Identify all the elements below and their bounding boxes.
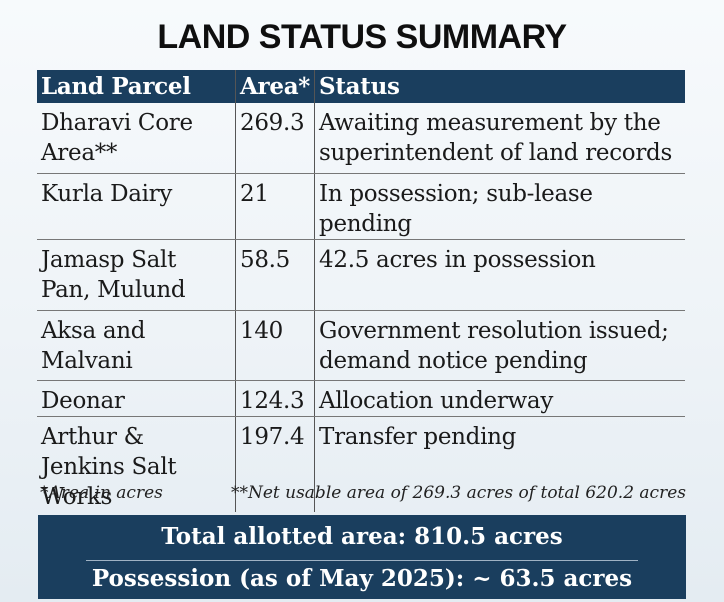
table-row: Kurla Dairy 21 In possession; sub-lease … <box>37 173 685 240</box>
parcel-cell: Deonar <box>37 380 236 417</box>
status-cell: Transfer pending <box>314 416 685 512</box>
summary-divider <box>86 560 638 561</box>
column-header-area: Area* <box>234 70 315 103</box>
column-header-land-parcel: Land Parcel <box>37 70 236 103</box>
status-cell: Government resolution issued; demand not… <box>314 310 685 381</box>
parcel-cell: Kurla Dairy <box>37 173 236 240</box>
parcel-cell: Jamasp Salt Pan, Mulund <box>37 239 236 311</box>
possession-status: Possession (as of May 2025): ~ 63.5 acre… <box>91 565 633 592</box>
status-cell: Awaiting measurement by the superintende… <box>314 103 685 174</box>
area-cell: 21 <box>234 173 315 240</box>
land-status-table: Land Parcel Area* Status Dharavi Core Ar… <box>37 70 685 512</box>
page-title: LAND STATUS SUMMARY <box>157 18 567 56</box>
area-cell: 124.3 <box>234 380 315 417</box>
parcel-cell: Arthur & Jenkins Salt Works <box>41 423 177 510</box>
area-cell: 140 <box>234 310 315 381</box>
parcel-cell: Aksa and Malvani <box>37 310 236 381</box>
table-row: Dharavi Core Area** 269.3 Awaiting measu… <box>37 103 685 174</box>
total-allotted-area: Total allotted area: 810.5 acres <box>161 523 563 550</box>
summary-box: Total allotted area: 810.5 acres Possess… <box>38 515 686 599</box>
area-cell: 269.3 <box>234 103 315 174</box>
footnote-net-usable: **Net usable area of 269.3 acres of tota… <box>230 483 686 503</box>
status-cell: In possession; sub-lease pending <box>314 173 685 240</box>
status-cell: 42.5 acres in possession <box>314 239 685 311</box>
table-row: Arthur & Jenkins Salt Works 197.4 Transf… <box>37 416 685 512</box>
table-row: Jamasp Salt Pan, Mulund 58.5 42.5 acres … <box>37 239 685 311</box>
area-cell: 58.5 <box>234 239 315 311</box>
area-cell: 197.4 <box>234 416 315 512</box>
table-row: Deonar 124.3 Allocation underway <box>37 380 685 417</box>
table-row: Aksa and Malvani 140 Government resoluti… <box>37 310 685 381</box>
status-cell: Allocation underway <box>314 380 685 417</box>
table-header-row: Land Parcel Area* Status <box>37 70 685 103</box>
footnote-area-unit: *Area in acres <box>40 483 163 503</box>
column-header-status: Status <box>314 70 685 103</box>
parcel-cell: Dharavi Core Area** <box>37 103 236 174</box>
